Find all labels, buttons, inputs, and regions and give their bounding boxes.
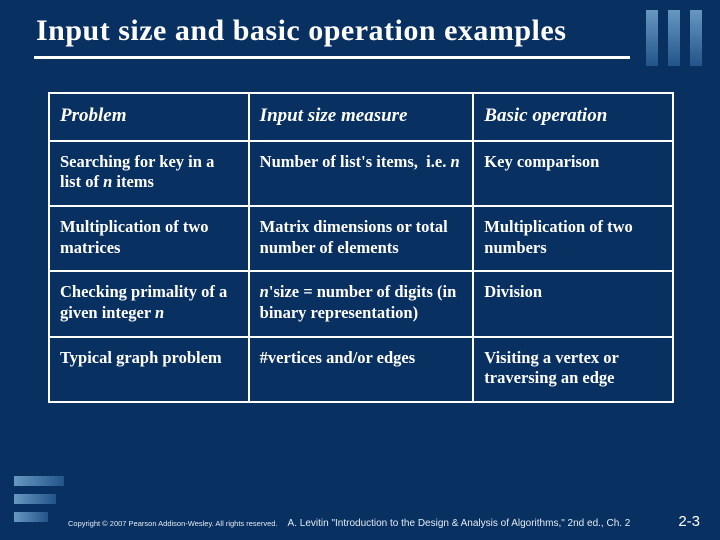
table-row: Searching for key in a list of n items N… [49, 141, 673, 206]
cell-problem: Typical graph problem [49, 337, 249, 402]
col-header-basic-op: Basic operation [473, 93, 673, 141]
cell-basic-op: Multiplication of two numbers [473, 206, 673, 271]
col-header-input-size: Input size measure [249, 93, 474, 141]
table-row: Checking primality of a given integer n … [49, 271, 673, 336]
slide-footer: Copyright © 2007 Pearson Addison-Wesley.… [68, 513, 700, 530]
cell-input-size: Number of list's items, i.e. n [249, 141, 474, 206]
copyright-text: Copyright © 2007 Pearson Addison-Wesley.… [68, 519, 278, 528]
cell-input-size: Matrix dimensions or total number of ele… [249, 206, 474, 271]
cell-problem: Checking primality of a given integer n [49, 271, 249, 336]
corner-decor-top [646, 10, 702, 66]
cell-input-size: n'size = number of digits (in binary rep… [249, 271, 474, 336]
title-underline [34, 56, 630, 59]
table-row: Multiplication of two matrices Matrix di… [49, 206, 673, 271]
cell-problem: Searching for key in a list of n items [49, 141, 249, 206]
cell-problem: Multiplication of two matrices [49, 206, 249, 271]
attribution-text: A. Levitin "Introduction to the Design &… [288, 518, 669, 529]
cell-basic-op: Key comparison [473, 141, 673, 206]
cell-basic-op: Visiting a vertex or traversing an edge [473, 337, 673, 402]
cell-basic-op: Division [473, 271, 673, 336]
table-header-row: Problem Input size measure Basic operati… [49, 93, 673, 141]
table-row: Typical graph problem #vertices and/or e… [49, 337, 673, 402]
col-header-problem: Problem [49, 93, 249, 141]
corner-decor-bottom [14, 476, 64, 522]
slide-title: Input size and basic operation examples [36, 14, 566, 48]
page-number: 2-3 [678, 513, 700, 530]
cell-input-size: #vertices and/or edges [249, 337, 474, 402]
examples-table: Problem Input size measure Basic operati… [48, 92, 674, 403]
